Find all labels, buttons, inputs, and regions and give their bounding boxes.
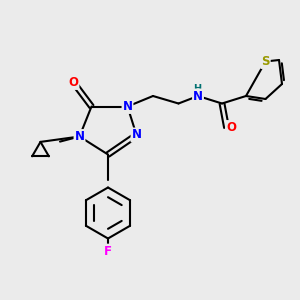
- Text: H: H: [193, 84, 202, 94]
- Text: N: N: [122, 100, 133, 113]
- Text: S: S: [261, 55, 270, 68]
- Text: O: O: [68, 76, 79, 89]
- Text: N: N: [74, 130, 85, 143]
- Text: O: O: [226, 121, 236, 134]
- Text: N: N: [131, 128, 142, 142]
- Text: F: F: [104, 244, 112, 258]
- Text: N: N: [193, 89, 203, 103]
